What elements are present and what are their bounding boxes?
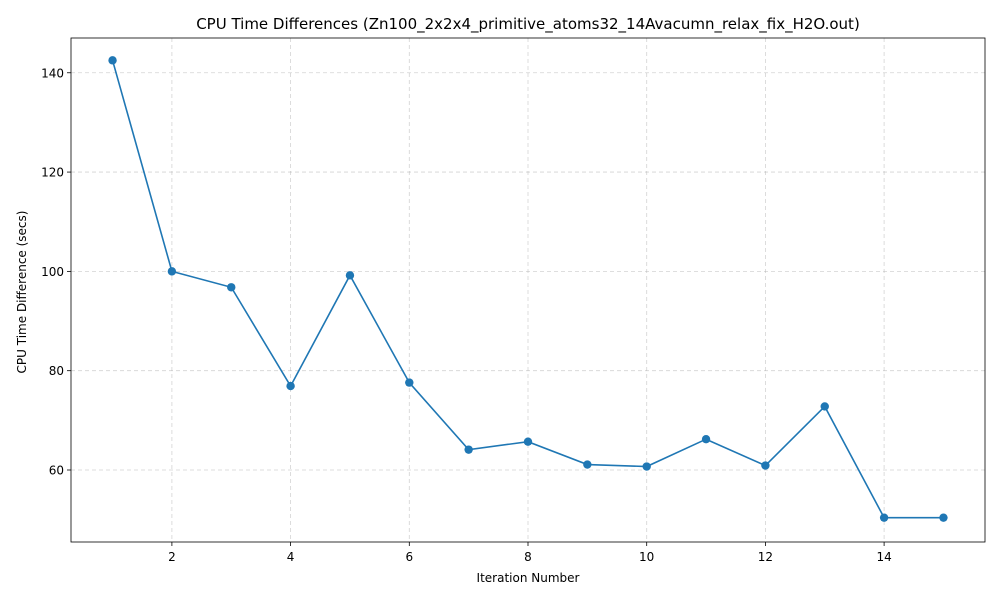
data-point — [405, 378, 414, 387]
x-tick-label: 14 — [876, 550, 891, 564]
x-tick-label: 6 — [405, 550, 413, 564]
y-tick-label: 100 — [41, 265, 64, 279]
data-point — [345, 271, 355, 280]
x-tick-label: 2 — [168, 550, 176, 564]
plot-frame — [70, 37, 986, 543]
data-point — [642, 462, 651, 471]
data-point — [820, 402, 829, 411]
data-point — [939, 513, 948, 522]
data-point — [583, 460, 592, 469]
x-tick-label: 10 — [639, 550, 654, 564]
series-line — [111, 60, 944, 519]
series-layer — [108, 56, 948, 522]
y-tick-label: 80 — [49, 364, 64, 378]
data-point — [227, 283, 236, 292]
x-tick-label: 8 — [524, 550, 532, 564]
data-point — [167, 267, 177, 276]
data-point — [523, 437, 533, 446]
data-point — [701, 435, 711, 444]
x-tick-label: 12 — [758, 550, 773, 564]
x-tick-label: 4 — [287, 550, 295, 564]
y-tick-label: 60 — [49, 464, 64, 478]
y-tick-label: 120 — [41, 166, 64, 180]
data-point — [108, 56, 117, 65]
data-point — [286, 381, 295, 391]
y-axis-label: CPU Time Difference (secs) — [15, 211, 29, 374]
data-point — [761, 461, 770, 470]
data-point — [464, 445, 473, 454]
x-axis-label: Iteration Number — [477, 571, 580, 585]
data-point — [879, 513, 889, 522]
grid-layer — [71, 38, 985, 542]
ticks-layer: 2 4 6 8 10 12 14 60 80 100 120 140 — [41, 66, 892, 564]
chart-title: CPU Time Differences (Zn100_2x2x4_primit… — [196, 15, 860, 34]
y-tick-label: 140 — [41, 66, 64, 80]
